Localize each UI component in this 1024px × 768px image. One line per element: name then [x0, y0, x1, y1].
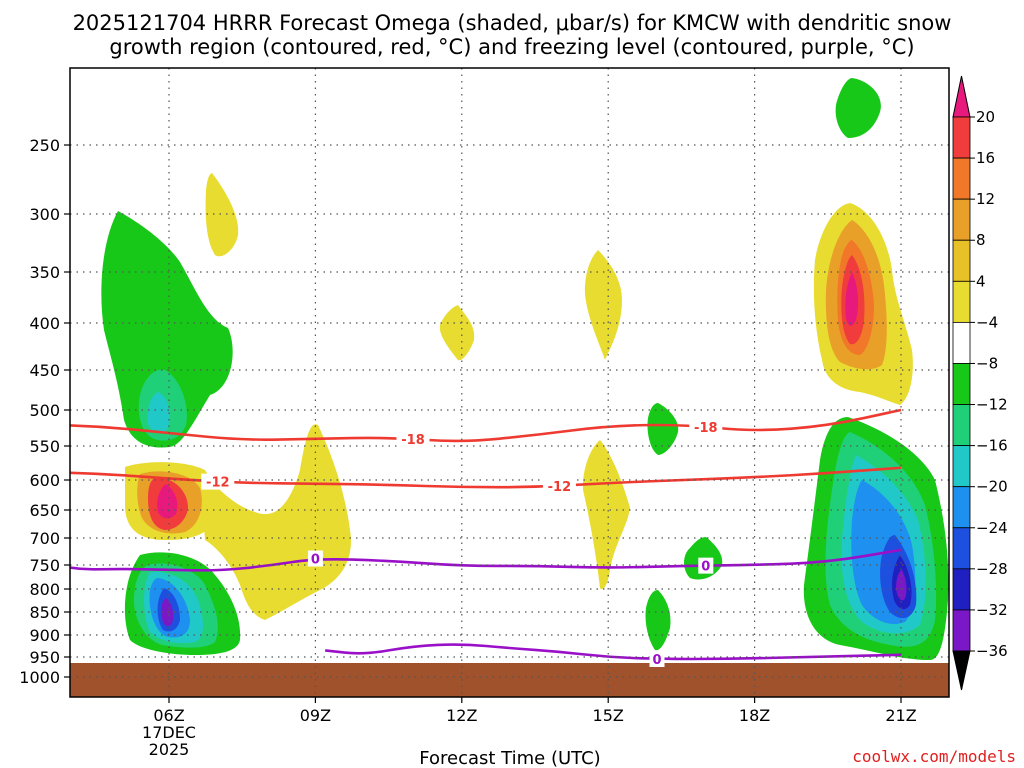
contour-label: -12 [548, 480, 572, 495]
colorbar-label: −36 [976, 642, 1008, 660]
colorbar-segment [952, 363, 971, 405]
omega-region-sinking-tail [200, 424, 351, 620]
x-tick-label: 06Z [153, 706, 184, 725]
contour-line [325, 643, 902, 661]
omega-region-upward-small-3 [645, 590, 671, 651]
colorbar-segment [952, 157, 971, 200]
contour-label-bg [698, 557, 714, 574]
contour-label: -18 [401, 433, 425, 448]
x-tick-sublabel: 2025 [149, 740, 190, 759]
y-tick-label: 300 [29, 205, 60, 224]
colorbar-label: −28 [976, 560, 1008, 578]
colorbar-label: −32 [976, 601, 1008, 619]
colorbar-segment [952, 404, 971, 447]
y-tick-label: 500 [29, 401, 60, 420]
colorbar-label: 16 [976, 149, 995, 167]
omega-region-sinking-right-upper-core [845, 272, 859, 326]
colorbar-label: −4 [976, 313, 998, 331]
y-axis: 250 300 350 400 450 500 550 600 650 700 750 800 850 9… [19, 136, 70, 687]
y-tick-label: 700 [29, 529, 60, 548]
contour-layer [70, 408, 903, 661]
colorbar-bottom-arrow [952, 650, 971, 691]
omega-region-upward-small-1 [647, 403, 679, 455]
contour-label-bg [307, 550, 323, 567]
x-tick-label: 21Z [885, 706, 916, 725]
colorbar-segment [952, 527, 971, 570]
omega-region-sinking-small-4 [582, 440, 630, 590]
y-tick-label: 950 [29, 648, 60, 667]
contour-label: -18 [694, 421, 718, 436]
colorbar-segment [952, 321, 971, 364]
contour-label-bg [542, 477, 576, 494]
contour-label-bg [201, 473, 235, 490]
omega-region-upward-small-4 [835, 78, 881, 138]
omega-region-sinking-small-3 [584, 250, 622, 360]
omega-region-sinking-small-2 [439, 305, 475, 361]
grid [70, 68, 949, 697]
colorbar-segment [952, 609, 971, 652]
y-tick-label: 350 [29, 263, 60, 282]
colorbar-label: −8 [976, 354, 998, 372]
contour-label: 0 [701, 560, 710, 575]
credit-link[interactable]: coolwx.com/models [852, 747, 1016, 766]
colorbar-top-arrow [952, 75, 971, 118]
plot-area [70, 68, 949, 697]
omega-region-upward-left-cyan-core [147, 392, 170, 433]
y-tick-label: 600 [29, 471, 60, 490]
chart-title-line-2: growth region (contoured, red, °C) and f… [109, 35, 914, 59]
colorbar-label: −20 [976, 478, 1008, 496]
y-tick-label: 850 [29, 603, 60, 622]
x-tick-sublabel: 17DEC [142, 723, 196, 742]
y-tick-label: 750 [29, 556, 60, 575]
colorbar: 20 16 12 8 4 −4 −8 −12 −16 −20 −24 −28 −32 −36 [952, 75, 1008, 691]
colorbar-label: 20 [976, 108, 995, 126]
y-tick-label: 450 [29, 361, 60, 380]
y-tick-label: 250 [29, 136, 60, 155]
colorbar-label: 8 [976, 231, 986, 249]
y-tick-label: 1000 [19, 668, 60, 687]
colorbar-label: 12 [976, 190, 995, 208]
colorbar-segment [952, 116, 971, 159]
y-tick-label: 550 [29, 437, 60, 456]
y-tick-label: 650 [29, 501, 60, 520]
omega-region-upward-left-upper [101, 211, 233, 448]
x-tick-label: 12Z [446, 706, 477, 725]
ground-surface [70, 663, 949, 697]
contour-label: 0 [311, 553, 320, 568]
y-tick-label: 800 [29, 580, 60, 599]
omega-region-sinking-small-1 [205, 173, 239, 257]
colorbar-segment [952, 568, 971, 611]
contour-line [70, 548, 902, 572]
plot-frame [69, 67, 950, 698]
colorbar-segment [952, 445, 971, 488]
x-tick-label: 18Z [739, 706, 770, 725]
colorbar-label: −24 [976, 519, 1008, 537]
contour-labels: -18 -18 -12 -12 0 0 0 [201, 418, 723, 668]
x-axis-label: Forecast Time (UTC) [419, 748, 600, 768]
colorbar-segment [952, 239, 971, 282]
colorbar-label: −12 [976, 396, 1008, 414]
contour-label-bg [649, 651, 665, 667]
contour-line [70, 466, 902, 489]
x-tick-label: 09Z [300, 706, 331, 725]
omega-region-upward-right-lower-core [896, 570, 907, 601]
y-tick-label: 400 [29, 314, 60, 333]
contour-label: 0 [652, 653, 661, 668]
contour-label-bg [396, 431, 430, 448]
contour-label-bg [689, 418, 723, 435]
colorbar-label: 4 [976, 272, 986, 290]
y-tick-label: 900 [29, 626, 60, 645]
colorbar-segment [952, 486, 971, 529]
chart-title-line-1: 2025121704 HRRR Forecast Omega (shaded, … [73, 11, 952, 35]
contour-label: -12 [206, 476, 230, 491]
omega-region-upward-left-lower-core [161, 598, 174, 626]
colorbar-label: −16 [976, 437, 1008, 455]
contour-line [70, 408, 903, 443]
colorbar-segment [952, 280, 971, 323]
colorbar-segment [952, 198, 971, 241]
x-tick-label: 15Z [593, 706, 624, 725]
